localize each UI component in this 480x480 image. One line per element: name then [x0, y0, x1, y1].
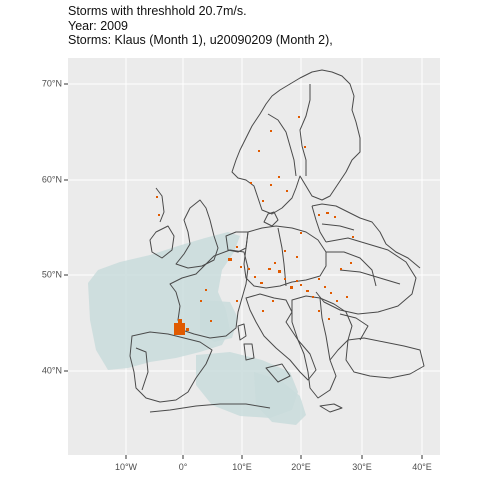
x-tick-label: 30°E [352, 462, 372, 472]
y-tick-label: 70°N [42, 78, 62, 88]
title-line-year: Year: 2009 [68, 18, 129, 33]
x-tick-label: 10°E [232, 462, 252, 472]
x-tick-label: 20°E [291, 462, 311, 472]
plot-title: Storms with threshhold 20.7m/s. Year: 20… [68, 4, 333, 48]
title-line-threshold: Storms with threshhold 20.7m/s. [68, 4, 247, 18]
exceedance-cluster-klaus [174, 323, 185, 335]
title-line-storms: Storms: Klaus (Month 1), u20090209 (Mont… [68, 33, 333, 47]
x-tick-label: 40°E [412, 462, 432, 472]
y-tick-label: 50°N [42, 269, 62, 279]
exceedance-marks [156, 116, 354, 335]
y-tick-label: 60°N [42, 174, 62, 184]
country-borders [129, 69, 425, 413]
y-tick-label: 40°N [42, 365, 62, 375]
x-tick-label: 10°W [115, 462, 138, 472]
x-axis: 10°W 0° 10°E 20°E 30°E 40°E [115, 455, 432, 472]
x-tick-label: 0° [179, 462, 188, 472]
y-axis: 70°N 60°N 50°N 40°N [42, 78, 68, 375]
